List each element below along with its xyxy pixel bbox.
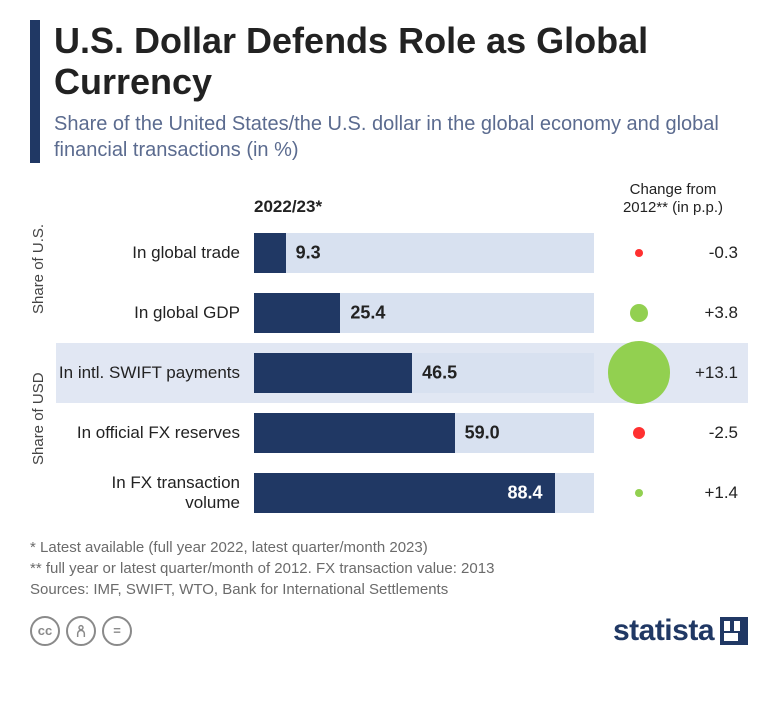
chart-header: U.S. Dollar Defends Role as Global Curre… xyxy=(30,20,748,163)
by-icon xyxy=(66,616,96,646)
section-label: Share of USD xyxy=(30,329,47,509)
bar-value: 9.3 xyxy=(296,242,321,263)
data-row: In global trade9.3-0.3 xyxy=(56,223,748,283)
bar-fill: 88.4 xyxy=(254,473,555,513)
change-value: +3.8 xyxy=(684,303,744,323)
change-column-header: Change from 2012** (in p.p.) xyxy=(598,181,748,217)
row-label: In global GDP xyxy=(56,303,254,323)
row-label: In intl. SWIFT payments xyxy=(56,363,254,383)
bar-value: 88.4 xyxy=(508,482,543,503)
change-value: +1.4 xyxy=(684,483,744,503)
change-header-line2: 2012** (in p.p.) xyxy=(623,199,723,216)
footnotes: * Latest available (full year 2022, late… xyxy=(30,537,748,600)
header-accent-bar xyxy=(30,20,40,163)
footnote-2: ** full year or latest quarter/month of … xyxy=(30,558,748,579)
license-icons: cc = xyxy=(30,616,132,646)
row-label: In global trade xyxy=(56,243,254,263)
cc-icon: cc xyxy=(30,616,60,646)
change-bubble-cell xyxy=(594,304,684,322)
change-bubble xyxy=(633,427,645,439)
footer: cc = statista xyxy=(30,614,748,648)
footnote-1: * Latest available (full year 2022, late… xyxy=(30,537,748,558)
data-row: In official FX reserves59.0-2.5 xyxy=(56,403,748,463)
bar-value: 46.5 xyxy=(422,362,457,383)
footnote-3: Sources: IMF, SWIFT, WTO, Bank for Inter… xyxy=(30,579,748,600)
data-row: In FX transaction volume 88.4 +1.4 xyxy=(56,463,748,523)
brand-mark-icon xyxy=(720,617,748,645)
header-text-block: U.S. Dollar Defends Role as Global Curre… xyxy=(54,20,748,163)
chart-subtitle: Share of the United States/the U.S. doll… xyxy=(54,111,748,163)
data-row: In intl. SWIFT payments46.5+13.1 xyxy=(56,343,748,403)
brand-text: statista xyxy=(613,614,714,648)
change-bubble-cell xyxy=(594,341,684,404)
year-column-header: 2022/23* xyxy=(254,197,322,217)
nd-icon: = xyxy=(102,616,132,646)
change-value: -2.5 xyxy=(684,423,744,443)
bar-fill: 25.4 xyxy=(254,293,340,333)
bar-track: 9.3 xyxy=(254,233,594,273)
data-row: In global GDP25.4+3.8 xyxy=(56,283,748,343)
change-bubble xyxy=(630,304,648,322)
bar-track: 46.5 xyxy=(254,353,594,393)
change-bubble-cell xyxy=(594,489,684,497)
change-value: -0.3 xyxy=(684,243,744,263)
row-label: In FX transaction volume xyxy=(56,473,254,512)
change-bubble xyxy=(635,249,643,257)
change-header-line1: Change from xyxy=(630,181,717,198)
column-headers: 2022/23* Change from 2012** (in p.p.) xyxy=(56,181,748,217)
change-bubble-cell xyxy=(594,427,684,439)
change-value: +13.1 xyxy=(684,363,744,383)
row-label: In official FX reserves xyxy=(56,423,254,443)
bar-fill: 9.3 xyxy=(254,233,286,273)
bar-track: 25.4 xyxy=(254,293,594,333)
bar-fill: 59.0 xyxy=(254,413,455,453)
change-bubble-cell xyxy=(594,249,684,257)
change-bubble xyxy=(608,341,671,404)
bar-fill: 46.5 xyxy=(254,353,412,393)
bar-track: 88.4 xyxy=(254,473,594,513)
statista-logo: statista xyxy=(613,614,748,648)
section-label: Share of U.S. xyxy=(30,209,47,329)
chart-title: U.S. Dollar Defends Role as Global Curre… xyxy=(54,20,748,103)
bar-track: 59.0 xyxy=(254,413,594,453)
rows-container: In global trade9.3-0.3In global GDP25.4+… xyxy=(56,223,748,523)
chart-body: 2022/23* Change from 2012** (in p.p.) In… xyxy=(56,181,748,523)
bar-value: 59.0 xyxy=(465,422,500,443)
bar-value: 25.4 xyxy=(350,302,385,323)
change-bubble xyxy=(635,489,643,497)
